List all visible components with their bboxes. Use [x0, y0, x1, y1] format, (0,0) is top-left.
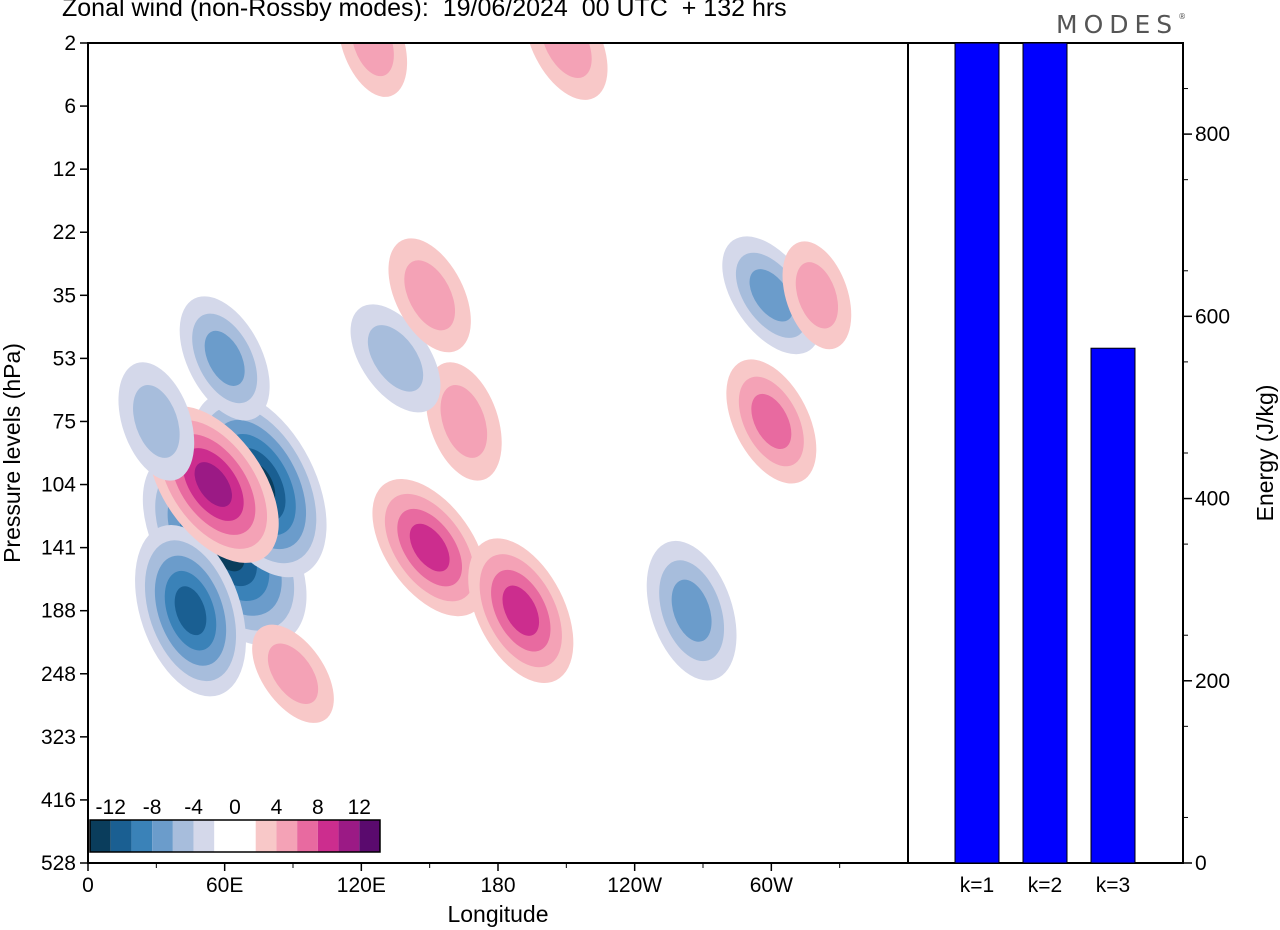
y-axis-label: Pressure levels (hPa) [0, 343, 25, 563]
energy-bar-chart: k=1 k=2 k=3 [907, 42, 1184, 897]
heatmap-contour [204, 330, 245, 386]
heatmap-feature [350, 304, 441, 413]
heatmap-contour [502, 585, 540, 636]
heatmap-contour [404, 260, 456, 331]
colorbar-swatch [193, 820, 215, 852]
colorbar-swatch [131, 820, 153, 852]
colorbar-swatch [297, 820, 318, 852]
energy-tick-label: 600 [1195, 305, 1230, 328]
colorbar-label: 12 [348, 796, 371, 819]
colorbar-swatch [172, 820, 194, 852]
heatmap-feature [135, 524, 246, 697]
colorbar-label: -4 [184, 796, 203, 819]
colorbar-frame [89, 819, 381, 853]
y-tick-label: 12 [53, 158, 76, 181]
heatmap-contour [671, 579, 712, 642]
heatmap-contour [367, 325, 424, 392]
y-tick-label: 323 [41, 726, 76, 749]
x-tick-label: 180 [480, 874, 515, 897]
y-tick-label: 75 [53, 410, 76, 433]
heatmap-contour [133, 385, 180, 458]
colorbar-label: 8 [312, 796, 324, 819]
x-axis: 0 60E 120E 180 120W 60W [82, 863, 841, 897]
heatmap-contour [749, 269, 794, 322]
heatmap-feature [468, 538, 574, 683]
colorbar-swatch [152, 820, 173, 852]
heatmap-contour [795, 262, 839, 329]
colorbar-label: -12 [96, 796, 126, 819]
colorbar-swatch [255, 820, 277, 852]
y-tick-label: 53 [53, 347, 76, 370]
heatmap-contour [440, 385, 488, 458]
heatmap-contour [174, 586, 207, 636]
chart-title: Zonal wind (non-Rossby modes): 19/06/202… [62, 0, 787, 22]
energy-bar [1022, 42, 1068, 864]
bar-category-label: k=1 [960, 874, 994, 897]
colorbar-swatch [359, 820, 380, 852]
x-axis-label: Longitude [447, 901, 548, 927]
brand-text: MODES [1056, 10, 1179, 39]
heatmap-feature [372, 479, 487, 617]
x-tick-label: 60W [750, 874, 793, 897]
bar-category-label: k=2 [1028, 874, 1062, 897]
energy-tick-label: 400 [1195, 488, 1230, 511]
energy-axis: 0 200 400 600 800 [1183, 88, 1230, 875]
heatmap-feature [118, 362, 195, 481]
y-tick-label: 248 [41, 663, 76, 686]
brand-mark: ® [1178, 12, 1187, 21]
x-tick-label: 120E [337, 874, 386, 897]
y-axis: 2 6 12 22 35 53 75 104 141 188 248 323 416 528 [41, 32, 88, 875]
brand-logo: MODES® [1056, 10, 1186, 39]
energy-tick-label: 800 [1195, 123, 1230, 146]
colorbar-swatch [276, 820, 298, 852]
heatmap-feature [179, 296, 270, 421]
colorbar-swatch [338, 820, 360, 852]
colorbar-swatch [235, 820, 256, 852]
colorbar-swatch [90, 820, 111, 852]
heatmap-contour [409, 523, 450, 572]
heatmap-contour [267, 643, 319, 705]
energy-axis-label: Energy (J/kg) [1252, 385, 1278, 522]
heatmap-feature [726, 359, 817, 484]
y-tick-label: 2 [64, 32, 76, 55]
y-tick-label: 416 [41, 789, 76, 812]
colorbar-swatch [317, 820, 339, 852]
heatmap-feature [388, 238, 471, 353]
x-tick-label: 0 [82, 874, 94, 897]
energy-bar [954, 42, 1000, 864]
y-tick-label: 35 [53, 284, 76, 307]
y-tick-label: 141 [41, 537, 76, 560]
heatmap-field [118, 43, 852, 723]
energy-tick-label: 200 [1195, 670, 1230, 693]
x-tick-label: 120W [607, 874, 662, 897]
y-tick-label: 104 [41, 474, 76, 497]
colorbar-swatch [214, 820, 235, 852]
heatmap-feature [722, 236, 821, 355]
y-tick-label: 188 [41, 600, 76, 623]
energy-bar [1090, 347, 1136, 864]
heatmap-feature [425, 362, 502, 481]
colorbar-legend: -12 -8 -4 0 4 8 12 [89, 796, 381, 853]
colorbar-swatch [110, 820, 132, 852]
colorbar-label: 0 [229, 796, 241, 819]
y-tick-label: 528 [41, 852, 76, 875]
y-tick-label: 6 [64, 95, 76, 118]
heatmap-feature [646, 540, 737, 681]
x-tick-label: 60E [206, 874, 243, 897]
heatmap-contour [751, 393, 792, 450]
colorbar-label: -8 [143, 796, 162, 819]
energy-tick-label: 0 [1195, 852, 1207, 875]
heatmap-contour [194, 462, 232, 507]
heatmap-feature [252, 624, 334, 723]
colorbar-label: 4 [271, 796, 283, 819]
heatmap-feature [782, 241, 852, 350]
bar-category-label: k=3 [1096, 874, 1130, 897]
y-tick-label: 22 [53, 221, 76, 244]
